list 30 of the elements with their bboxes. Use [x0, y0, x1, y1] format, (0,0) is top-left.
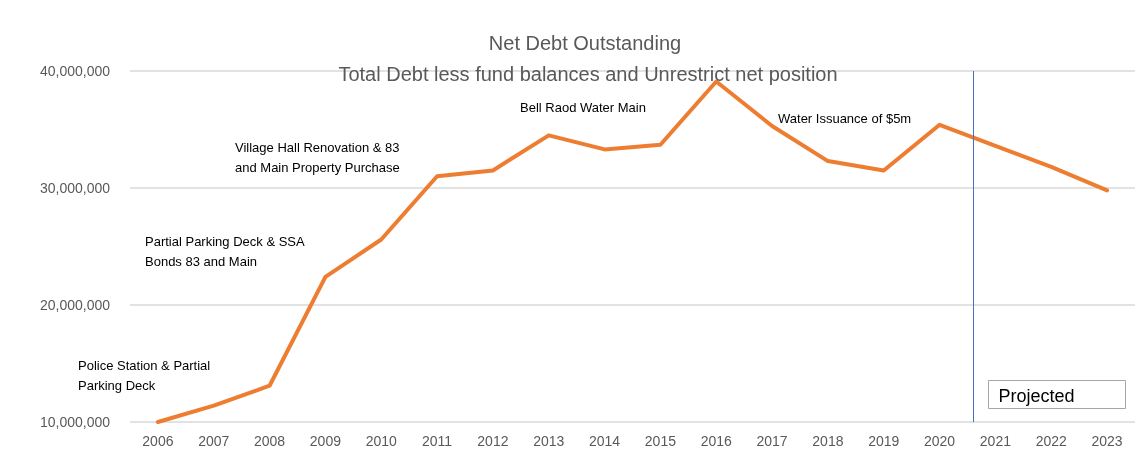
x-tick-label: 2016 [700, 433, 733, 449]
x-tick-label: 2006 [142, 433, 174, 449]
annotation: Water Issuance of $5m [778, 110, 912, 126]
annotation: Police Station & Partial Parking Deck [78, 357, 211, 393]
x-tick-label: 2019 [868, 433, 900, 449]
x-tick-label: 2011 [422, 433, 453, 449]
x-tick-label: 2009 [309, 433, 342, 449]
x-tick-label: 2008 [254, 433, 286, 449]
x-tick-label: 2017 [756, 433, 788, 449]
y-tick-label: 20,000,000 [39, 297, 111, 313]
chart-subtitle: Total Debt less fund balances and Unrestrict net position [338, 63, 838, 85]
x-tick-label: 2010 [365, 433, 398, 449]
chart-title: Net Debt Outstanding [488, 32, 682, 54]
x-tick-label: 2022 [1035, 433, 1068, 449]
y-tick-label: 40,000,000 [39, 63, 111, 79]
x-tick-label: 2018 [812, 433, 844, 449]
annotation: Bell Raod Water Main [520, 99, 646, 115]
x-tick-label: 2007 [198, 433, 230, 449]
x-tick-label: 2012 [477, 433, 509, 449]
x-tick-label: 2015 [644, 433, 677, 449]
annotation: Village Hall Renovation & 83 and Main Property Purchase [235, 139, 400, 175]
ref-line-label: Projected [998, 385, 1075, 406]
y-tick-label: 30,000,000 [39, 180, 111, 196]
x-tick-label: 2023 [1091, 433, 1123, 449]
y-tick-label: 10,000,000 [39, 414, 111, 430]
x-tick-label: 2014 [589, 433, 621, 449]
x-tick-label: 2021 [979, 433, 1012, 449]
annotation: Partial Parking Deck & SSA Bonds 83 and Main [145, 233, 305, 269]
x-tick-label: 2020 [924, 433, 956, 449]
x-tick-label: 2013 [533, 433, 565, 449]
